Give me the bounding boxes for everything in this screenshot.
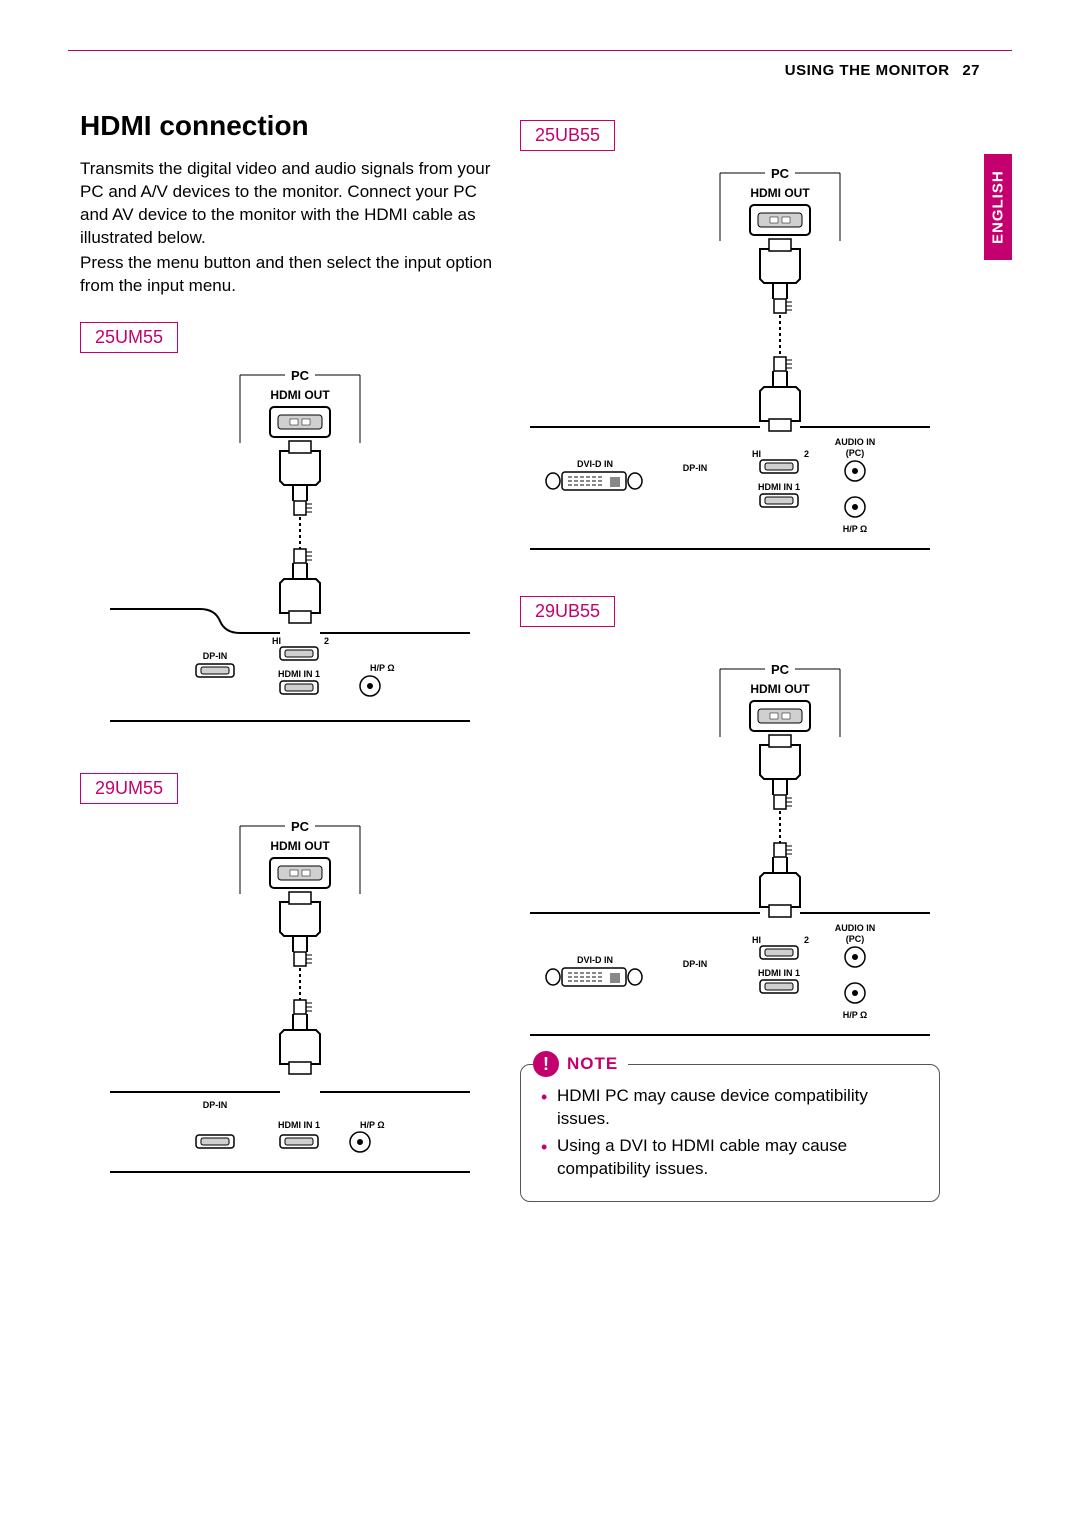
svg-text:(PC): (PC)	[846, 934, 865, 944]
svg-text:H/P Ω: H/P Ω	[843, 524, 868, 534]
note-header: ! NOTE	[533, 1051, 628, 1077]
note-title: NOTE	[567, 1054, 618, 1074]
hdmi-out-label: HDMI OUT	[270, 388, 330, 402]
page-content: HDMI connection Transmits the digital vi…	[80, 110, 970, 1464]
note-list: HDMI PC may cause device compatibility i…	[541, 1085, 919, 1181]
svg-text:HDMI IN 1: HDMI IN 1	[758, 968, 800, 978]
svg-text:H/P Ω: H/P Ω	[360, 1120, 385, 1130]
svg-text:HDMI OUT: HDMI OUT	[750, 682, 810, 696]
svg-text:AUDIO IN: AUDIO IN	[835, 923, 876, 933]
model-label-29um55: 29UM55	[80, 773, 178, 804]
right-column: 25UB55 PC HDMI OUT	[520, 120, 940, 1202]
diagram-25um55: PC HDMI OUT	[80, 361, 480, 751]
svg-text:2: 2	[804, 935, 809, 945]
diagram-25ub55: PC HDMI OUT	[520, 159, 920, 574]
note-item-2: Using a DVI to HDMI cable may cause comp…	[541, 1135, 919, 1181]
svg-text:DVI-D IN: DVI-D IN	[577, 459, 613, 469]
svg-text:HDMI OUT: HDMI OUT	[750, 186, 810, 200]
svg-text:HDMI IN 1: HDMI IN 1	[758, 482, 800, 492]
note-item-1: HDMI PC may cause device compatibility i…	[541, 1085, 919, 1131]
exclamation-icon: !	[533, 1051, 559, 1077]
pc-label: PC	[291, 368, 310, 383]
svg-text:PC: PC	[291, 819, 310, 834]
model-label-25ub55: 25UB55	[520, 120, 615, 151]
note-box: ! NOTE HDMI PC may cause device compatib…	[520, 1064, 940, 1202]
page-header: USING THE MONITOR 27	[785, 62, 980, 79]
svg-text:HI: HI	[752, 935, 761, 945]
svg-text:PC: PC	[771, 166, 790, 181]
svg-text:DVI-D IN: DVI-D IN	[577, 955, 613, 965]
svg-text:H/P Ω: H/P Ω	[370, 663, 395, 673]
svg-text:(PC): (PC)	[846, 448, 865, 458]
body-para-2: Press the menu button and then select th…	[80, 252, 500, 298]
model-label-29ub55: 29UB55	[520, 596, 615, 627]
svg-text:HDMI OUT: HDMI OUT	[270, 839, 330, 853]
svg-text:AUDIO IN: AUDIO IN	[835, 437, 876, 447]
svg-text:2: 2	[804, 449, 809, 459]
model-label-25um55: 25UM55	[80, 322, 178, 353]
svg-text:HDMI IN 1: HDMI IN 1	[278, 669, 320, 679]
header-page: 27	[962, 62, 980, 79]
language-tab: ENGLISH	[984, 154, 1012, 260]
svg-text:HI: HI	[752, 449, 761, 459]
svg-text:DP-IN: DP-IN	[203, 1100, 228, 1110]
header-section: USING THE MONITOR	[785, 62, 950, 79]
svg-text:HI: HI	[272, 636, 281, 646]
svg-text:DP-IN: DP-IN	[683, 959, 708, 969]
top-rule	[68, 50, 1012, 51]
svg-text:DP-IN: DP-IN	[203, 651, 228, 661]
svg-text:HDMI IN 1: HDMI IN 1	[278, 1120, 320, 1130]
svg-text:PC: PC	[771, 662, 790, 677]
svg-text:H/P Ω: H/P Ω	[843, 1010, 868, 1020]
diagram-29ub55: PC HDMI OUT	[520, 635, 920, 1050]
svg-text:DP-IN: DP-IN	[683, 463, 708, 473]
section-title: HDMI connection	[80, 110, 500, 142]
diagram-29um55: PC HDMI OUT	[80, 812, 480, 1202]
svg-text:2: 2	[324, 636, 329, 646]
left-column: HDMI connection Transmits the digital vi…	[80, 110, 500, 1202]
body-para-1: Transmits the digital video and audio si…	[80, 158, 500, 250]
